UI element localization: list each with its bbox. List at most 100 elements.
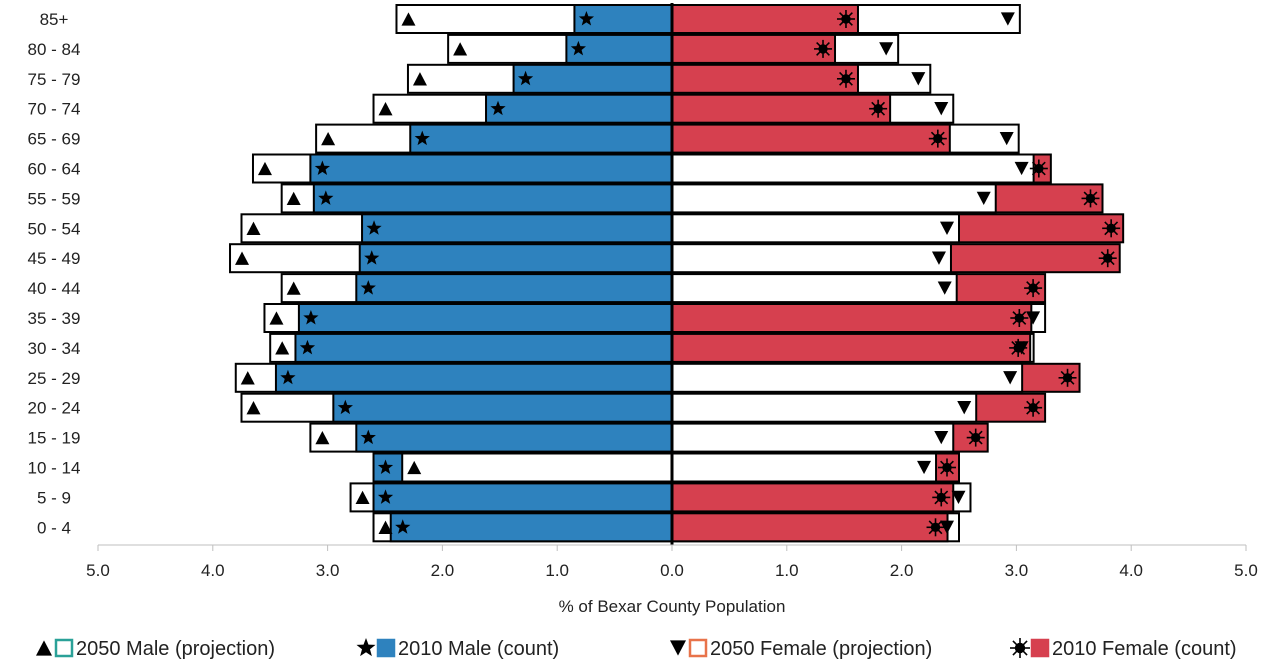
marker-2010-male	[570, 40, 586, 56]
bar-2010-male	[361, 213, 673, 244]
marker-2050-male	[321, 131, 336, 146]
marker-2010-male	[490, 100, 506, 116]
y-tick-label: 30 - 34	[28, 339, 81, 358]
y-tick-label: 25 - 29	[28, 369, 81, 388]
bar-2050-male	[401, 452, 673, 483]
marker-2050-female	[1026, 311, 1041, 325]
marker-2050-male	[453, 42, 468, 56]
marker-2010-male	[337, 399, 353, 415]
marker-2010-male	[517, 70, 534, 86]
marker-2050-female	[934, 102, 949, 116]
marker-2010-female	[1024, 279, 1043, 298]
marker-2050-male	[378, 102, 393, 116]
legend-swatch	[1030, 638, 1050, 658]
marker-2010-male	[377, 459, 394, 474]
marker-2050-female	[940, 221, 954, 235]
legend-label: 2050 Female (projection)	[710, 638, 932, 660]
bar-2010-female	[671, 33, 837, 64]
x-tick-label: 2.0	[890, 561, 914, 580]
x-tick-label: 3.0	[316, 561, 340, 580]
bar-2050-female	[671, 392, 978, 423]
x-tick-label: 1.0	[545, 561, 569, 580]
x-tick-label: 4.0	[1119, 561, 1143, 580]
y-tick-label: 60 - 64	[28, 160, 81, 179]
marker-2050-female	[1014, 161, 1029, 176]
y-tick-label: 5 - 9	[37, 488, 71, 507]
bar-2010-male	[274, 362, 673, 393]
marker-2050-female	[1003, 371, 1018, 385]
bar-2010-male	[389, 512, 673, 543]
marker-2050-female	[976, 191, 991, 206]
marker-2010-female	[1009, 338, 1028, 357]
y-tick-label: 45 - 49	[28, 249, 81, 268]
marker-2010-female	[1029, 159, 1048, 178]
bar-2010-male	[372, 482, 673, 513]
legend-swatch	[376, 638, 396, 658]
marker-2050-male	[378, 520, 393, 534]
legend-swatch	[54, 638, 74, 658]
y-tick-label: 80 - 84	[28, 40, 81, 59]
marker-2050-male	[401, 12, 416, 26]
marker-2010-male	[318, 190, 334, 205]
marker-2010-male	[366, 220, 382, 235]
bar-2010-female	[671, 63, 859, 94]
marker-2050-male	[235, 251, 250, 265]
marker-2050-female	[911, 72, 926, 86]
marker-2010-female	[1081, 189, 1100, 208]
x-tick-label: 0.0	[660, 561, 684, 580]
x-tick-label: 3.0	[1005, 561, 1029, 580]
y-tick-label: 10 - 14	[28, 459, 81, 478]
x-tick-label: 5.0	[1234, 561, 1258, 580]
bar-2010-male	[355, 422, 673, 453]
y-tick-label: 65 - 69	[28, 130, 81, 149]
marker-2010-male	[299, 339, 316, 355]
marker-2010-male	[578, 11, 595, 26]
bar-2010-male	[309, 153, 673, 184]
marker-2050-male	[257, 161, 272, 176]
legend-marker-triangle-down	[670, 640, 686, 656]
marker-2050-female	[937, 281, 952, 295]
bar-2050-female	[671, 153, 1035, 184]
bar-2010-male	[512, 63, 673, 94]
marker-2010-male	[360, 280, 376, 295]
marker-2010-female	[938, 458, 956, 477]
marker-2010-female	[926, 518, 945, 537]
marker-2050-female	[940, 520, 954, 534]
marker-2050-male	[286, 281, 301, 295]
marker-2050-female	[917, 460, 932, 475]
marker-2010-female	[928, 129, 947, 148]
marker-2010-male	[280, 369, 296, 385]
x-tick-label: 2.0	[431, 561, 455, 580]
legend-marker-star	[356, 638, 376, 657]
bar-2050-female	[671, 273, 958, 304]
x-tick-label: 1.0	[775, 561, 799, 580]
marker-2010-male	[377, 489, 394, 504]
marker-2010-male	[364, 250, 380, 265]
bar-2050-female	[671, 183, 997, 214]
marker-2010-female	[1102, 219, 1121, 238]
marker-2050-female	[934, 430, 949, 445]
bar-2010-female	[671, 512, 949, 543]
marker-2010-female	[836, 69, 855, 88]
bar-2010-female	[671, 332, 1032, 363]
marker-2010-female	[1098, 249, 1117, 268]
marker-2050-female	[957, 401, 972, 415]
bar-2010-female	[671, 123, 951, 154]
bar-2010-male	[332, 392, 673, 423]
marker-2010-male	[360, 429, 376, 445]
marker-2010-male	[303, 310, 319, 325]
marker-2050-male	[286, 191, 301, 206]
marker-2050-male	[412, 72, 427, 86]
marker-2010-male	[414, 130, 430, 146]
bar-2010-male	[358, 243, 673, 274]
marker-2010-female	[1058, 368, 1077, 387]
legend-label: 2010 Female (count)	[1052, 638, 1237, 660]
y-tick-label: 75 - 79	[28, 70, 81, 89]
marker-2050-male	[407, 460, 422, 475]
marker-2050-male	[240, 371, 255, 385]
y-tick-label: 70 - 74	[28, 100, 81, 119]
y-tick-label: 85+	[40, 10, 69, 29]
marker-2010-male	[314, 160, 330, 175]
